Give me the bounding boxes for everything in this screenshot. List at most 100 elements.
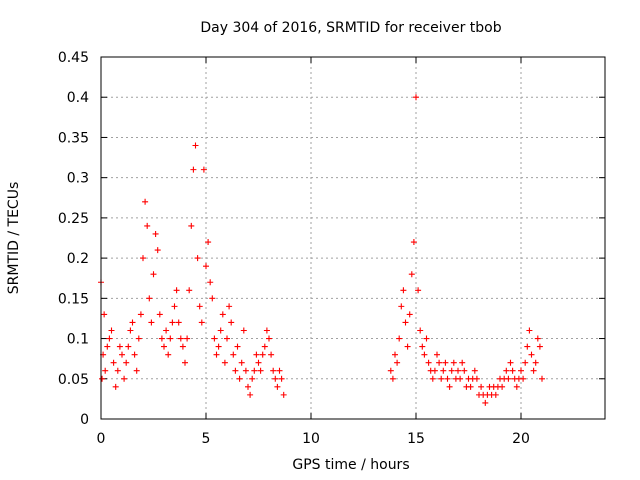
data-point: [110, 359, 117, 366]
data-point: [161, 343, 167, 350]
data-point: [129, 319, 136, 326]
data-point: [394, 359, 401, 366]
data-point: [140, 255, 146, 262]
data-point: [457, 375, 464, 382]
data-point: [509, 367, 516, 374]
data-point: [102, 367, 109, 374]
data-point: [236, 375, 243, 382]
data-point: [413, 94, 419, 101]
data-point: [528, 351, 535, 358]
data-point: [387, 367, 394, 374]
data-point: [184, 335, 191, 342]
data-point: [217, 327, 224, 334]
data-point: [182, 359, 188, 366]
data-point: [408, 271, 415, 278]
data-point: [436, 359, 443, 366]
data-point: [270, 367, 277, 374]
data-point: [238, 359, 245, 366]
y-tick-label: 0.15: [58, 291, 89, 307]
data-point: [213, 351, 220, 358]
data-point: [148, 319, 155, 326]
data-point: [423, 335, 430, 342]
data-point: [431, 367, 438, 374]
data-point: [127, 327, 134, 334]
data-point: [196, 303, 203, 310]
data-point: [190, 166, 197, 173]
data-point: [167, 335, 174, 342]
data-point: [116, 343, 123, 350]
data-point: [173, 287, 180, 294]
data-point: [419, 343, 426, 350]
data-point: [421, 351, 428, 358]
data-point: [114, 367, 121, 374]
data-point: [186, 287, 193, 294]
data-point: [154, 247, 161, 254]
data-point: [192, 142, 199, 149]
data-point: [274, 383, 281, 390]
data-point: [188, 222, 195, 229]
data-point: [518, 367, 524, 374]
data-point: [156, 311, 163, 318]
data-point: [499, 383, 506, 390]
data-point: [268, 351, 275, 358]
data-point: [455, 367, 461, 374]
data-point: [108, 327, 115, 334]
data-point: [232, 367, 239, 374]
data-point: [536, 343, 543, 350]
data-point: [257, 367, 264, 374]
data-point: [219, 311, 226, 318]
chart-title: Day 304 of 2016, SRMTID for receiver tbo…: [200, 20, 501, 36]
data-point: [417, 327, 424, 334]
data-point: [247, 391, 254, 398]
data-point: [524, 343, 531, 350]
data-point: [194, 255, 201, 262]
data-point: [121, 375, 128, 382]
grid: [101, 57, 605, 419]
data-point: [171, 303, 178, 310]
y-tick-label: 0.3: [67, 171, 89, 187]
x-tick-label: 0: [97, 431, 106, 447]
data-point: [503, 367, 510, 374]
data-point: [234, 343, 241, 350]
data-point: [211, 335, 218, 342]
data-point: [444, 375, 451, 382]
data-point: [209, 295, 216, 302]
data-point: [169, 319, 176, 326]
data-point: [261, 343, 268, 350]
data-point: [425, 359, 432, 366]
data-point: [446, 383, 453, 390]
data-point: [152, 230, 159, 237]
data-point: [144, 222, 151, 229]
data-point: [276, 367, 283, 374]
data-point: [532, 359, 539, 366]
data-point: [434, 351, 440, 358]
data-point: [513, 383, 520, 390]
y-tick-label: 0.05: [58, 372, 89, 388]
data-point: [99, 375, 106, 382]
data-point: [112, 383, 119, 390]
y-tick-label: 0.1: [67, 332, 89, 348]
data-point: [142, 198, 149, 205]
data-point: [263, 327, 270, 334]
data-point: [280, 391, 287, 398]
data-points: [98, 94, 545, 406]
data-point: [505, 375, 512, 382]
data-point: [137, 311, 144, 318]
data-point: [175, 319, 182, 326]
data-point: [131, 351, 138, 358]
data-point: [200, 166, 207, 173]
data-point: [539, 375, 545, 382]
y-tick-label: 0.4: [67, 90, 89, 106]
data-point: [203, 263, 209, 270]
data-point: [221, 359, 228, 366]
data-point: [125, 343, 132, 350]
data-point: [207, 279, 214, 286]
y-tick-label: 0.25: [58, 211, 89, 227]
data-point: [106, 335, 113, 342]
data-point: [101, 311, 108, 318]
y-axis-label: SRMTID / TECUs: [6, 182, 22, 295]
data-point: [438, 375, 445, 382]
data-point: [278, 375, 285, 382]
data-point: [150, 271, 157, 278]
